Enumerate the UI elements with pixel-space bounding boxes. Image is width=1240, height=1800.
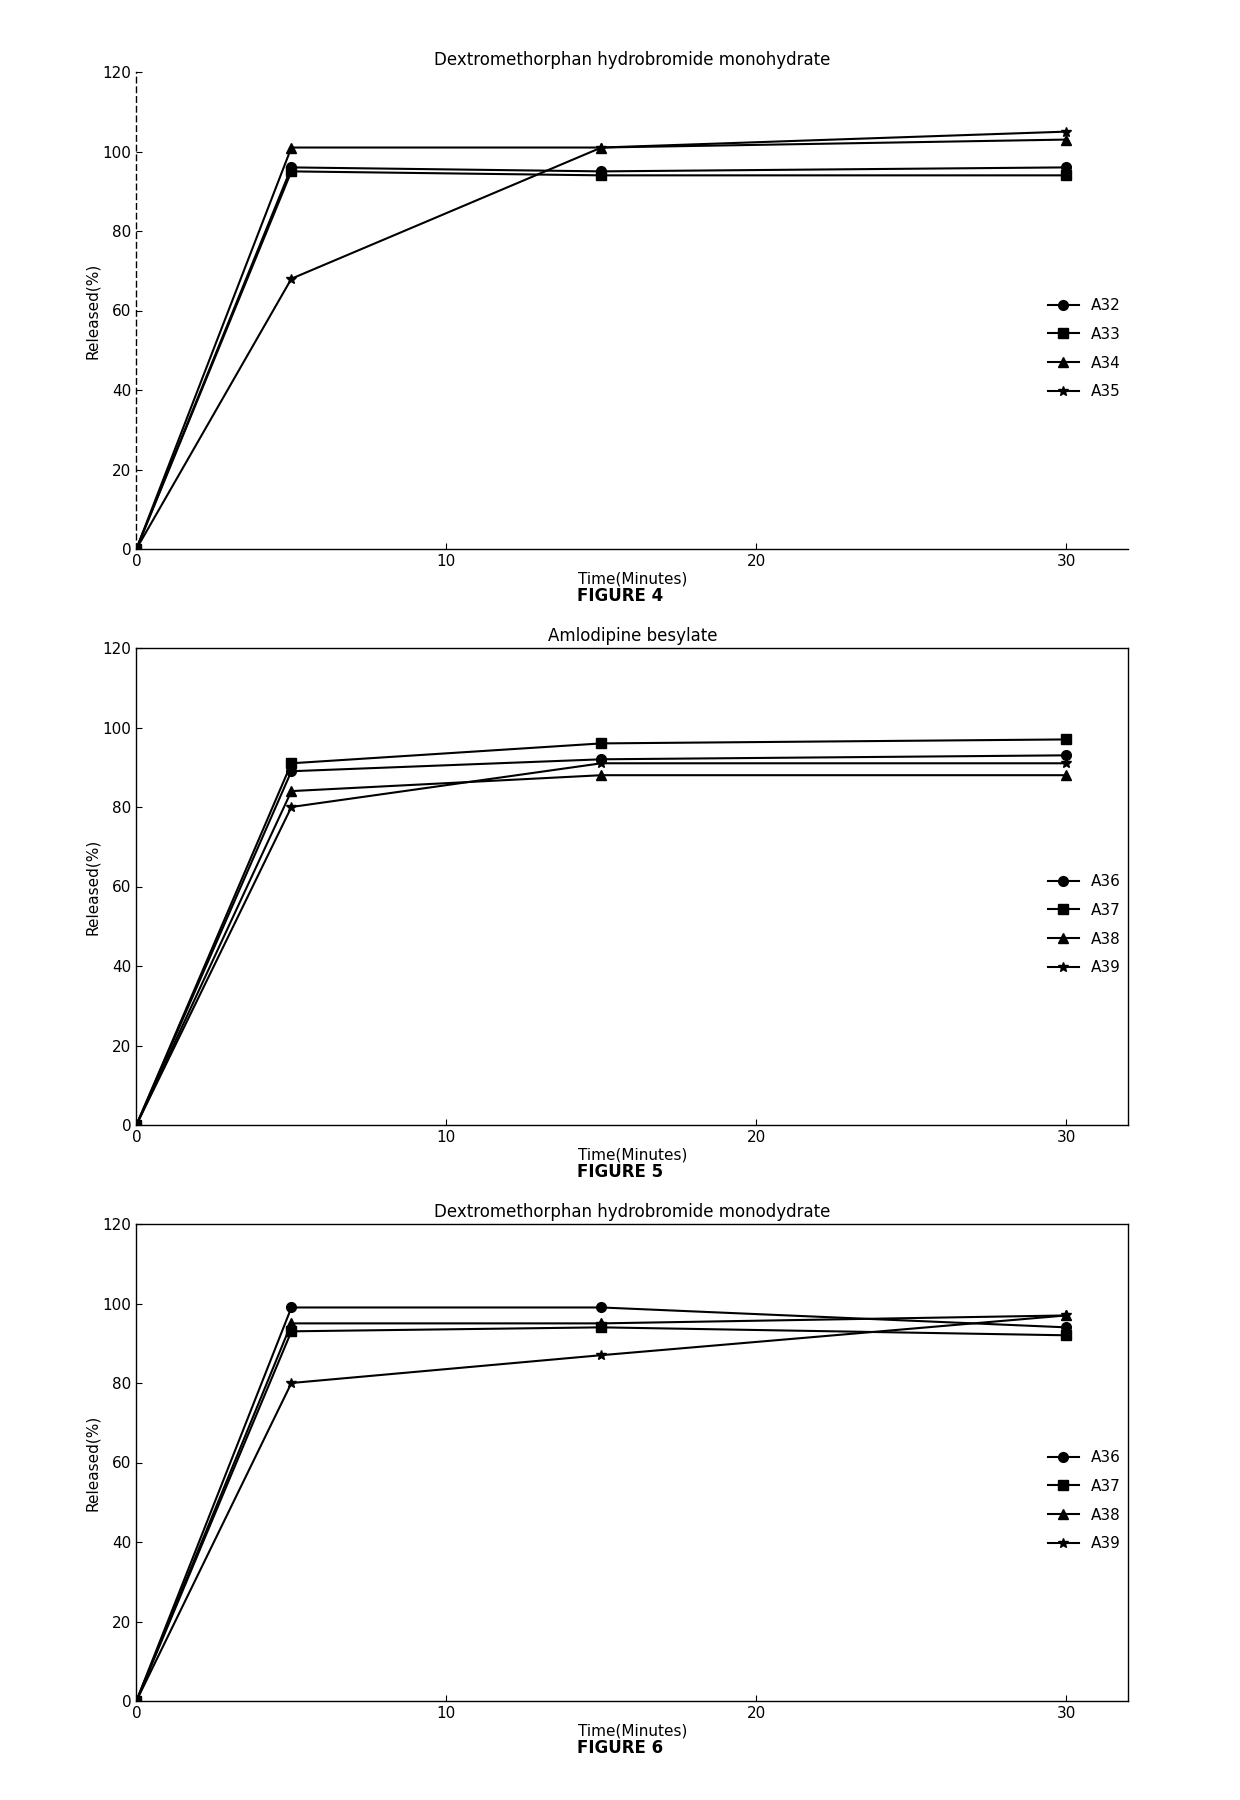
Text: FIGURE 4: FIGURE 4 bbox=[577, 587, 663, 605]
A36 bbox=[284, 1296, 299, 1318]
Line: A32: A32 bbox=[131, 162, 1071, 554]
Line: A33: A33 bbox=[131, 167, 1071, 554]
Line: A37: A37 bbox=[131, 1323, 1071, 1706]
A32 bbox=[129, 538, 144, 560]
A36 bbox=[284, 760, 299, 781]
A38 bbox=[129, 1690, 144, 1712]
A38 bbox=[1059, 1305, 1074, 1327]
A33 bbox=[594, 164, 609, 185]
A37 bbox=[1059, 1325, 1074, 1346]
A38 bbox=[284, 1312, 299, 1334]
A36 bbox=[129, 1114, 144, 1136]
Legend: A36, A37, A38, A39: A36, A37, A38, A39 bbox=[1048, 1451, 1121, 1552]
Legend: A32, A33, A34, A35: A32, A33, A34, A35 bbox=[1048, 299, 1121, 400]
A33 bbox=[1059, 164, 1074, 185]
A37 bbox=[1059, 729, 1074, 751]
Line: A38: A38 bbox=[131, 1310, 1071, 1706]
A37 bbox=[594, 733, 609, 754]
A37 bbox=[284, 752, 299, 774]
A32 bbox=[284, 157, 299, 178]
A36 bbox=[129, 1690, 144, 1712]
Y-axis label: Released(%): Released(%) bbox=[84, 263, 100, 358]
A34 bbox=[594, 137, 609, 158]
A39 bbox=[1059, 1305, 1074, 1327]
Title: Dextromethorphan hydrobromide monodydrate: Dextromethorphan hydrobromide monodydrat… bbox=[434, 1202, 831, 1220]
Line: A36: A36 bbox=[131, 751, 1071, 1130]
Line: A39: A39 bbox=[131, 758, 1071, 1130]
X-axis label: Time(Minutes): Time(Minutes) bbox=[578, 1148, 687, 1163]
A35 bbox=[129, 538, 144, 560]
A35 bbox=[1059, 121, 1074, 142]
A38 bbox=[1059, 765, 1074, 787]
A36 bbox=[1059, 1316, 1074, 1337]
A38 bbox=[129, 1114, 144, 1136]
A38 bbox=[284, 781, 299, 803]
A36 bbox=[594, 749, 609, 770]
A37 bbox=[594, 1316, 609, 1337]
Title: Amlodipine besylate: Amlodipine besylate bbox=[548, 626, 717, 644]
A36 bbox=[1059, 745, 1074, 767]
A34 bbox=[1059, 130, 1074, 151]
A37 bbox=[129, 1114, 144, 1136]
Title: Dextromethorphan hydrobromide monohydrate: Dextromethorphan hydrobromide monohydrat… bbox=[434, 50, 831, 68]
Legend: A36, A37, A38, A39: A36, A37, A38, A39 bbox=[1048, 875, 1121, 976]
Text: FIGURE 6: FIGURE 6 bbox=[577, 1739, 663, 1757]
A33 bbox=[129, 538, 144, 560]
A39 bbox=[594, 1345, 609, 1366]
Line: A34: A34 bbox=[131, 135, 1071, 554]
A38 bbox=[594, 1312, 609, 1334]
X-axis label: Time(Minutes): Time(Minutes) bbox=[578, 572, 687, 587]
A39 bbox=[129, 1114, 144, 1136]
Text: FIGURE 5: FIGURE 5 bbox=[577, 1163, 663, 1181]
Line: A38: A38 bbox=[131, 770, 1071, 1130]
Y-axis label: Released(%): Released(%) bbox=[84, 1415, 100, 1510]
A34 bbox=[284, 137, 299, 158]
A37 bbox=[284, 1321, 299, 1343]
A39 bbox=[284, 796, 299, 817]
A35 bbox=[284, 268, 299, 290]
A37 bbox=[129, 1690, 144, 1712]
Line: A39: A39 bbox=[131, 1310, 1071, 1706]
A39 bbox=[594, 752, 609, 774]
A32 bbox=[1059, 157, 1074, 178]
A36 bbox=[594, 1296, 609, 1318]
A33 bbox=[284, 160, 299, 182]
A38 bbox=[594, 765, 609, 787]
Line: A35: A35 bbox=[131, 126, 1071, 554]
A34 bbox=[129, 538, 144, 560]
A35 bbox=[594, 137, 609, 158]
X-axis label: Time(Minutes): Time(Minutes) bbox=[578, 1724, 687, 1739]
Y-axis label: Released(%): Released(%) bbox=[84, 839, 100, 934]
A39 bbox=[284, 1372, 299, 1393]
A39 bbox=[129, 1690, 144, 1712]
Line: A36: A36 bbox=[131, 1303, 1071, 1706]
A39 bbox=[1059, 752, 1074, 774]
A32 bbox=[594, 160, 609, 182]
Line: A37: A37 bbox=[131, 734, 1071, 1130]
